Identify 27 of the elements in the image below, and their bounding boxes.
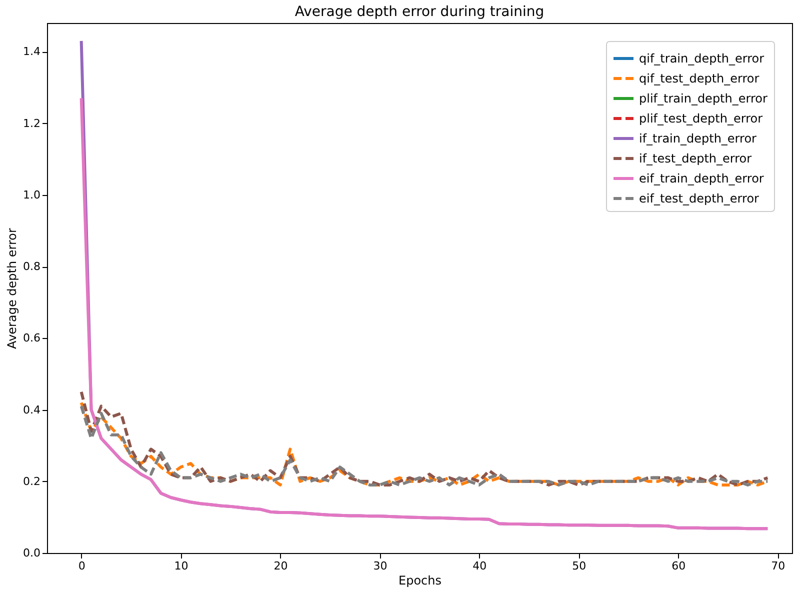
x-axis-title: Epochs xyxy=(398,574,442,588)
legend-label: plif_train_depth_error xyxy=(639,92,768,106)
x-tick-label: 10 xyxy=(174,560,188,572)
y-tick-label: 0.6 xyxy=(23,332,40,345)
y-axis-title: Average depth error xyxy=(5,228,20,349)
legend-label: qif_test_depth_error xyxy=(639,72,760,86)
y-tick-label: 1.0 xyxy=(23,188,40,202)
x-tick-label: 0 xyxy=(78,560,86,572)
x-tick-label: 50 xyxy=(572,560,586,572)
legend-label: if_test_depth_error xyxy=(639,152,752,166)
y-tick-label: 0.8 xyxy=(23,260,40,274)
legend-label: eif_train_depth_error xyxy=(639,172,764,186)
x-tick-label: 60 xyxy=(672,560,686,572)
x-tick-label: 70 xyxy=(771,560,786,572)
legend-label: if_train_depth_error xyxy=(639,132,757,146)
x-tick-label: 30 xyxy=(373,560,388,572)
legend-label: qif_train_depth_error xyxy=(639,52,764,66)
legend-label: plif_test_depth_error xyxy=(639,112,763,126)
y-tick-label: 0.2 xyxy=(23,474,40,488)
legend-label: eif_test_depth_error xyxy=(639,192,760,206)
y-tick-label: 1.2 xyxy=(23,116,40,130)
y-tick-label: 1.4 xyxy=(23,45,40,58)
y-tick-label: 0.0 xyxy=(23,546,40,560)
x-tick-label: 40 xyxy=(472,560,487,572)
y-tick-label: 0.4 xyxy=(23,403,40,416)
chart-title: Average depth error during training xyxy=(294,4,544,20)
x-tick-label: 20 xyxy=(274,560,288,572)
